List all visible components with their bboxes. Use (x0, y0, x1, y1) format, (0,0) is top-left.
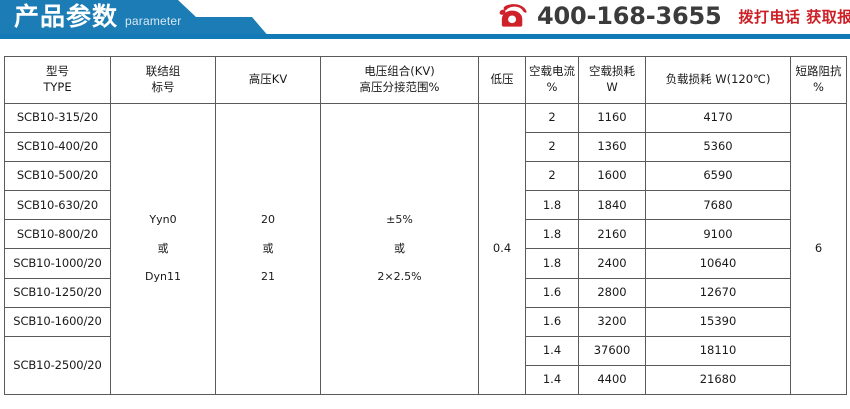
column-header-no-load-loss: 空载损耗 W (578, 56, 646, 104)
header-line-1: 高压KV (248, 72, 288, 87)
table-header-row: 型号 TYPE 联结组 标号 高压KV 电压组合(KV) 高压分接范围% 低压 (4, 56, 847, 104)
column-header-voltage-combination: 电压组合(KV) 高压分接范围% (320, 56, 479, 104)
contact-phone-block[interactable]: 400-168-3655 拨打电话 获取报价! (498, 2, 850, 30)
cell-no-load-loss: 1160 (578, 102, 646, 134)
header-line-1: 低压 (490, 72, 514, 87)
cell-no-load-loss: 2400 (578, 248, 646, 279)
column-header-high-voltage-kv: 高压KV (215, 56, 321, 104)
cell-load-loss: 21680 (645, 364, 791, 395)
column-header-low-voltage: 低压 (478, 56, 526, 104)
column-header-connection-group: 联结组 标号 (110, 56, 216, 104)
cell-model: SCB10-500/20 (4, 161, 111, 192)
header-line-1: 电压组合(KV) (364, 64, 435, 79)
cell-load-loss: 7680 (645, 190, 791, 221)
cell-model: SCB10-1250/20 (4, 277, 111, 308)
cell-low-voltage: 0.4 (478, 103, 526, 395)
voltage-combination-separator: 或 (394, 241, 405, 255)
cell-no-load-loss: 3200 (578, 306, 646, 337)
connection-group-option-1: Yyn0 (149, 213, 177, 227)
header-line-2: % (813, 80, 824, 94)
table-row: SCB10-1000/20 1.8 2400 10640 (4, 248, 847, 279)
high-voltage-option-2: 21 (261, 270, 275, 284)
table-row: SCB10-1600/20 1.6 3200 15390 (4, 306, 847, 337)
page-subtitle: parameter (125, 14, 182, 28)
column-header-short-circuit-impedance: 短路阻抗 % (790, 56, 847, 104)
cell-no-load-current: 2 (525, 102, 579, 134)
voltage-combination-option-2: 2×2.5% (377, 270, 422, 284)
product-parameter-table-wrapper: 型号 TYPE 联结组 标号 高压KV 电压组合(KV) 高压分接范围% 低压 (4, 56, 847, 395)
cell-load-loss: 6590 (645, 161, 791, 192)
header-line-2: TYPE (43, 80, 72, 94)
header-line-1: 空载电流 (529, 64, 575, 79)
call-for-quote-text: 拨打电话 获取报价! (738, 7, 850, 26)
table-row: SCB10-800/20 1.8 2160 9100 (4, 219, 847, 250)
voltage-combination-option-1: ±5% (386, 213, 413, 227)
cell-no-load-current: 1.4 (525, 364, 579, 395)
cell-no-load-loss: 2160 (578, 219, 646, 250)
header-line-1: 短路阻抗 (795, 64, 842, 79)
table-row: SCB10-1250/20 1.6 2800 12670 (4, 277, 847, 308)
cell-load-loss: 4170 (645, 102, 791, 134)
cell-load-loss: 15390 (645, 306, 791, 337)
page-title: 产品参数 (14, 2, 119, 31)
cell-model: SCB10-630/20 (4, 190, 111, 221)
header-line-1: 负载损耗 W(120℃) (665, 72, 771, 87)
page-header-banner: 产品参数 parameter 400-168-3655 拨打电话 获取报价! (0, 0, 850, 42)
table-row: SCB10-315/20 Yyn0 或 Dyn11 20 或 21 ±5% 或 … (4, 102, 847, 395)
cell-no-load-loss: 1840 (578, 190, 646, 221)
cell-short-circuit-impedance: 6 (790, 103, 847, 395)
connection-group-separator: 或 (157, 241, 169, 255)
header-line-2: W (606, 80, 618, 94)
cell-no-load-current: 1.4 (525, 335, 579, 366)
high-voltage-separator: 或 (262, 241, 274, 255)
cell-model: SCB10-400/20 (4, 132, 111, 163)
cell-load-loss: 18110 (645, 335, 791, 366)
cell-load-loss: 5360 (645, 132, 791, 163)
cell-no-load-loss: 4400 (578, 364, 646, 395)
header-line-1: 联结组 (145, 64, 181, 79)
cell-connection-group: Yyn0 或 Dyn11 (110, 103, 216, 395)
table-row: 1.4 4400 21680 (5, 364, 847, 395)
cell-model: SCB10-2500/20 (4, 335, 111, 395)
cell-load-loss: 12670 (645, 277, 791, 308)
cell-no-load-current: 1.8 (525, 219, 579, 250)
cell-no-load-current: 1.6 (525, 306, 579, 337)
table-row: SCB10-500/20 2 1600 6590 (4, 161, 847, 192)
header-line-2: 高压分接范围% (359, 80, 440, 94)
cell-voltage-combination: ±5% 或 2×2.5% (320, 103, 479, 395)
column-header-no-load-current: 空载电流 % (525, 56, 579, 104)
phone-number[interactable]: 400-168-3655 (537, 2, 722, 30)
cell-load-loss: 10640 (645, 248, 791, 279)
connection-group-option-2: Dyn11 (145, 270, 181, 284)
cell-model: SCB10-800/20 (4, 219, 111, 250)
cell-no-load-current: 2 (525, 161, 579, 192)
column-header-load-loss: 负载损耗 W(120℃) (645, 56, 791, 104)
header-line-2: 标号 (151, 80, 175, 94)
high-voltage-option-1: 20 (261, 213, 275, 227)
column-header-type: 型号 TYPE (4, 56, 111, 104)
cell-no-load-current: 1.8 (525, 248, 579, 279)
cell-no-load-current: 1.8 (525, 190, 579, 221)
banner-title-group: 产品参数 parameter (14, 1, 182, 33)
cell-model: SCB10-1000/20 (4, 248, 111, 279)
cell-no-load-current: 2 (525, 132, 579, 163)
cell-model: SCB10-1600/20 (4, 306, 111, 337)
table-row: SCB10-2500/20 1.4 37600 18110 (4, 335, 847, 395)
table-row: SCB10-400/20 2 1360 5360 (4, 132, 847, 163)
cell-no-load-current: 1.6 (525, 277, 579, 308)
banner-underline-bar (0, 34, 850, 39)
header-line-1: 空载损耗 (589, 64, 635, 79)
cell-no-load-loss: 1360 (578, 132, 646, 163)
header-line-2: % (546, 80, 558, 94)
product-parameter-table: 型号 TYPE 联结组 标号 高压KV 电压组合(KV) 高压分接范围% 低压 (4, 56, 847, 395)
cell-no-load-loss: 2800 (578, 277, 646, 308)
cell-load-loss: 9100 (645, 219, 791, 250)
cell-no-load-loss: 37600 (578, 335, 646, 366)
cell-high-voltage-kv: 20 或 21 (215, 103, 321, 395)
cell-model: SCB10-315/20 (4, 102, 111, 134)
cell-no-load-loss: 1600 (578, 161, 646, 192)
header-line-1: 型号 (46, 64, 69, 79)
telephone-icon (499, 4, 527, 27)
